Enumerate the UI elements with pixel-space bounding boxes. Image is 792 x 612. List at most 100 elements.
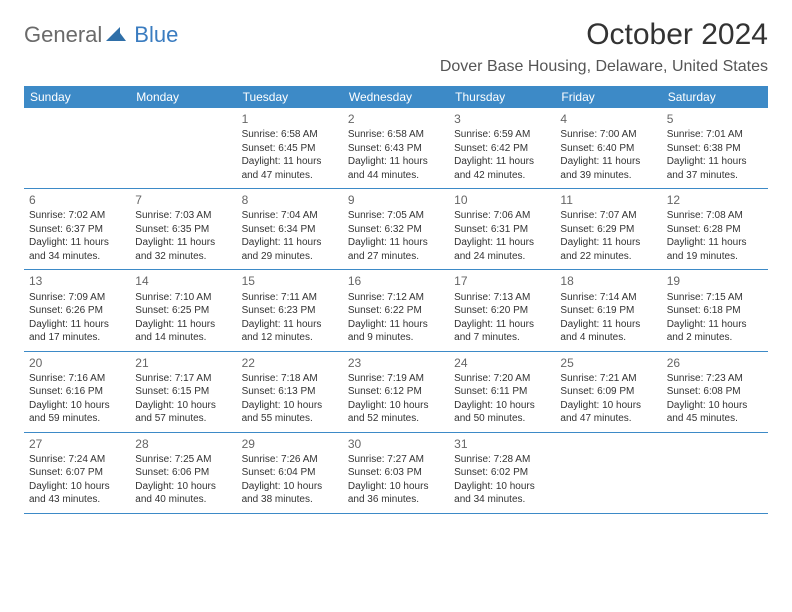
- daylight-text: and 14 minutes.: [135, 331, 231, 345]
- day-number: 3: [454, 111, 550, 127]
- calendar-day: 19Sunrise: 7:15 AMSunset: 6:18 PMDayligh…: [662, 270, 768, 350]
- daylight-text: and 27 minutes.: [348, 250, 444, 264]
- sunset-text: Sunset: 6:23 PM: [242, 304, 338, 318]
- daylight-text: Daylight: 10 hours: [560, 399, 656, 413]
- calendar-day: 2Sunrise: 6:58 AMSunset: 6:43 PMDaylight…: [343, 108, 449, 188]
- sunrise-text: Sunrise: 7:00 AM: [560, 128, 656, 142]
- daylight-text: Daylight: 10 hours: [135, 480, 231, 494]
- calendar-week: 1Sunrise: 6:58 AMSunset: 6:45 PMDaylight…: [24, 108, 768, 189]
- sunrise-text: Sunrise: 7:02 AM: [29, 209, 125, 223]
- weeks-container: 1Sunrise: 6:58 AMSunset: 6:45 PMDaylight…: [24, 108, 768, 514]
- daylight-text: and 38 minutes.: [242, 493, 338, 507]
- sunset-text: Sunset: 6:12 PM: [348, 385, 444, 399]
- daylight-text: Daylight: 11 hours: [242, 155, 338, 169]
- daylight-text: and 7 minutes.: [454, 331, 550, 345]
- sunset-text: Sunset: 6:04 PM: [242, 466, 338, 480]
- calendar-day-empty: [662, 433, 768, 513]
- calendar-day: 6Sunrise: 7:02 AMSunset: 6:37 PMDaylight…: [24, 189, 130, 269]
- day-number: 2: [348, 111, 444, 127]
- daylight-text: and 34 minutes.: [454, 493, 550, 507]
- daylight-text: and 37 minutes.: [667, 169, 763, 183]
- daylight-text: and 47 minutes.: [560, 412, 656, 426]
- weekday-header: Thursday: [449, 86, 555, 108]
- calendar-day: 8Sunrise: 7:04 AMSunset: 6:34 PMDaylight…: [237, 189, 343, 269]
- sunrise-text: Sunrise: 7:01 AM: [667, 128, 763, 142]
- sunset-text: Sunset: 6:40 PM: [560, 142, 656, 156]
- daylight-text: Daylight: 11 hours: [348, 155, 444, 169]
- daylight-text: Daylight: 10 hours: [29, 399, 125, 413]
- daylight-text: and 17 minutes.: [29, 331, 125, 345]
- sunset-text: Sunset: 6:42 PM: [454, 142, 550, 156]
- sunrise-text: Sunrise: 7:20 AM: [454, 372, 550, 386]
- day-number: 4: [560, 111, 656, 127]
- sunset-text: Sunset: 6:20 PM: [454, 304, 550, 318]
- daylight-text: Daylight: 10 hours: [348, 399, 444, 413]
- weekday-header: Tuesday: [237, 86, 343, 108]
- calendar-day: 5Sunrise: 7:01 AMSunset: 6:38 PMDaylight…: [662, 108, 768, 188]
- calendar-day: 13Sunrise: 7:09 AMSunset: 6:26 PMDayligh…: [24, 270, 130, 350]
- header: General Blue October 2024 Dover Base Hou…: [24, 18, 768, 76]
- calendar-day: 22Sunrise: 7:18 AMSunset: 6:13 PMDayligh…: [237, 352, 343, 432]
- sunset-text: Sunset: 6:43 PM: [348, 142, 444, 156]
- calendar-day-empty: [130, 108, 236, 188]
- sunrise-text: Sunrise: 7:06 AM: [454, 209, 550, 223]
- daylight-text: and 32 minutes.: [135, 250, 231, 264]
- sunrise-text: Sunrise: 6:58 AM: [348, 128, 444, 142]
- daylight-text: Daylight: 11 hours: [454, 236, 550, 250]
- day-number: 14: [135, 273, 231, 289]
- day-number: 26: [667, 355, 763, 371]
- calendar-day: 12Sunrise: 7:08 AMSunset: 6:28 PMDayligh…: [662, 189, 768, 269]
- daylight-text: and 52 minutes.: [348, 412, 444, 426]
- daylight-text: and 2 minutes.: [667, 331, 763, 345]
- daylight-text: Daylight: 11 hours: [29, 236, 125, 250]
- daylight-text: Daylight: 11 hours: [560, 318, 656, 332]
- day-number: 19: [667, 273, 763, 289]
- sunset-text: Sunset: 6:22 PM: [348, 304, 444, 318]
- sunrise-text: Sunrise: 7:14 AM: [560, 291, 656, 305]
- calendar-day-empty: [24, 108, 130, 188]
- calendar-week: 13Sunrise: 7:09 AMSunset: 6:26 PMDayligh…: [24, 270, 768, 351]
- daylight-text: and 42 minutes.: [454, 169, 550, 183]
- calendar-day: 1Sunrise: 6:58 AMSunset: 6:45 PMDaylight…: [237, 108, 343, 188]
- sunset-text: Sunset: 6:02 PM: [454, 466, 550, 480]
- daylight-text: and 44 minutes.: [348, 169, 444, 183]
- daylight-text: Daylight: 11 hours: [667, 155, 763, 169]
- daylight-text: Daylight: 10 hours: [242, 480, 338, 494]
- calendar-day: 31Sunrise: 7:28 AMSunset: 6:02 PMDayligh…: [449, 433, 555, 513]
- daylight-text: Daylight: 11 hours: [242, 318, 338, 332]
- daylight-text: Daylight: 11 hours: [560, 236, 656, 250]
- sunset-text: Sunset: 6:06 PM: [135, 466, 231, 480]
- sunrise-text: Sunrise: 7:15 AM: [667, 291, 763, 305]
- daylight-text: and 12 minutes.: [242, 331, 338, 345]
- sunset-text: Sunset: 6:15 PM: [135, 385, 231, 399]
- daylight-text: Daylight: 11 hours: [454, 155, 550, 169]
- calendar-day: 28Sunrise: 7:25 AMSunset: 6:06 PMDayligh…: [130, 433, 236, 513]
- sunset-text: Sunset: 6:09 PM: [560, 385, 656, 399]
- sunrise-text: Sunrise: 7:23 AM: [667, 372, 763, 386]
- daylight-text: and 55 minutes.: [242, 412, 338, 426]
- location-subtitle: Dover Base Housing, Delaware, United Sta…: [440, 58, 768, 76]
- daylight-text: and 22 minutes.: [560, 250, 656, 264]
- calendar-day: 16Sunrise: 7:12 AMSunset: 6:22 PMDayligh…: [343, 270, 449, 350]
- calendar-week: 6Sunrise: 7:02 AMSunset: 6:37 PMDaylight…: [24, 189, 768, 270]
- month-title: October 2024: [440, 18, 768, 52]
- sunrise-text: Sunrise: 6:59 AM: [454, 128, 550, 142]
- logo-text-blue: Blue: [134, 22, 178, 48]
- sunset-text: Sunset: 6:03 PM: [348, 466, 444, 480]
- sunset-text: Sunset: 6:32 PM: [348, 223, 444, 237]
- daylight-text: and 47 minutes.: [242, 169, 338, 183]
- day-number: 12: [667, 192, 763, 208]
- daylight-text: Daylight: 10 hours: [454, 399, 550, 413]
- sunset-text: Sunset: 6:28 PM: [667, 223, 763, 237]
- sunrise-text: Sunrise: 6:58 AM: [242, 128, 338, 142]
- weekday-header: Saturday: [662, 86, 768, 108]
- calendar-day: 24Sunrise: 7:20 AMSunset: 6:11 PMDayligh…: [449, 352, 555, 432]
- daylight-text: and 45 minutes.: [667, 412, 763, 426]
- sunrise-text: Sunrise: 7:17 AM: [135, 372, 231, 386]
- weekday-header: Monday: [130, 86, 236, 108]
- daylight-text: Daylight: 11 hours: [348, 236, 444, 250]
- sunset-text: Sunset: 6:13 PM: [242, 385, 338, 399]
- sunrise-text: Sunrise: 7:16 AM: [29, 372, 125, 386]
- calendar-day: 21Sunrise: 7:17 AMSunset: 6:15 PMDayligh…: [130, 352, 236, 432]
- day-number: 25: [560, 355, 656, 371]
